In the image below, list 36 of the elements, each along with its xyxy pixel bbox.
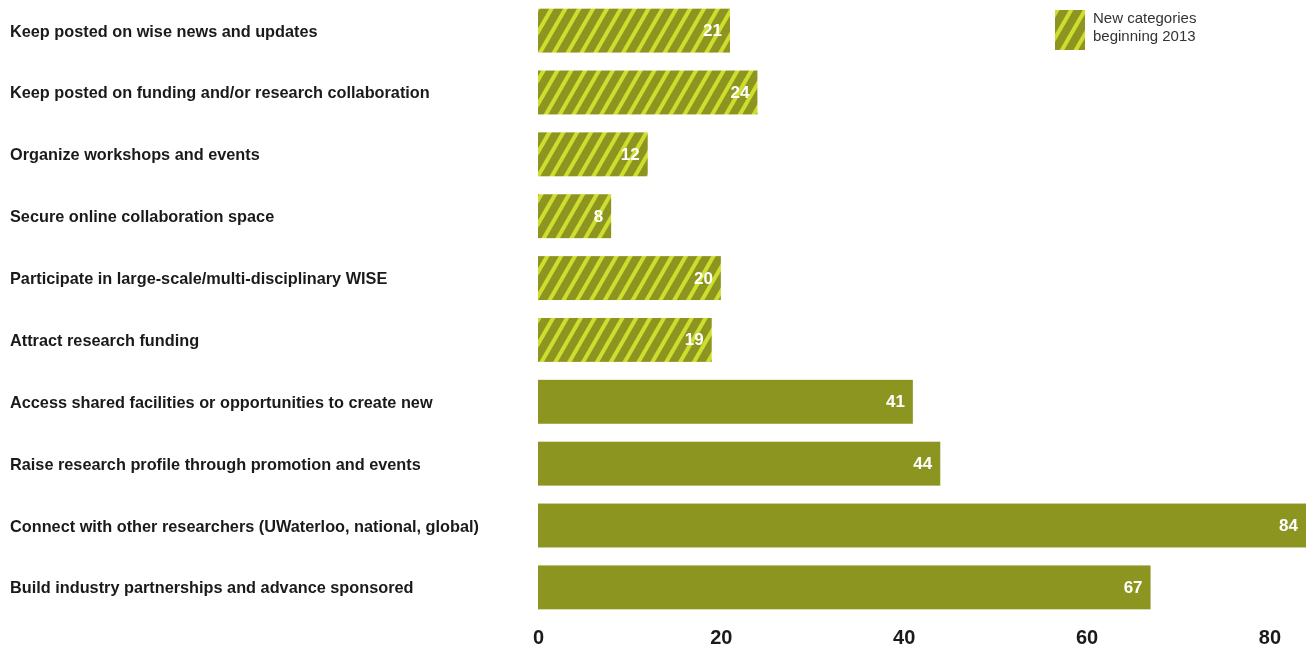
data-label: 12 bbox=[620, 144, 640, 164]
bar bbox=[538, 441, 941, 486]
data-label: 41 bbox=[885, 392, 905, 412]
bar bbox=[538, 8, 730, 53]
bar bbox=[538, 565, 1151, 610]
y-tick-label: Keep posted on wise news and updates bbox=[10, 21, 318, 40]
x-tick-label: 60 bbox=[1075, 626, 1099, 648]
y-tick-label: Attract research funding bbox=[10, 330, 200, 349]
x-tick-label: 40 bbox=[893, 626, 916, 648]
y-tick-label: Build industry partnerships and advance sponsored bbox=[10, 578, 414, 597]
y-tick-label: Connect with other researchers (UWaterloo, national, global) bbox=[10, 516, 479, 535]
bar bbox=[538, 503, 1306, 548]
data-label: 19 bbox=[684, 330, 704, 350]
data-label: 8 bbox=[593, 206, 604, 226]
x-tick-label: 20 bbox=[710, 626, 733, 648]
y-tick-label: Keep posted on funding and/or research collaboration bbox=[10, 83, 430, 102]
data-label: 44 bbox=[913, 454, 933, 474]
bar bbox=[538, 256, 721, 301]
data-label: 84 bbox=[1279, 516, 1299, 536]
y-tick-label: Organize workshops and events bbox=[10, 145, 260, 164]
y-tick-label: Raise research profile through promotion and events bbox=[10, 454, 421, 473]
bar bbox=[538, 379, 913, 424]
data-label: 67 bbox=[1123, 577, 1143, 597]
data-label: 21 bbox=[703, 21, 722, 41]
bar bbox=[538, 317, 712, 362]
data-label: 20 bbox=[693, 268, 713, 288]
x-tick-label: 0 bbox=[532, 626, 545, 648]
x-tick-label: 80 bbox=[1258, 626, 1282, 648]
text: New categories beginning 2013 bbox=[1093, 9, 1197, 44]
bar bbox=[538, 132, 648, 177]
y-tick-label: Participate in large-scale/multi-disciplinary WISE bbox=[10, 269, 388, 288]
y-tick-label: Secure online collaboration space bbox=[10, 207, 275, 226]
bar bbox=[538, 70, 758, 115]
data-label: 24 bbox=[730, 82, 750, 102]
y-tick-label: Access shared facilities or opportunities to create new bbox=[10, 392, 433, 411]
bar bbox=[538, 194, 612, 239]
